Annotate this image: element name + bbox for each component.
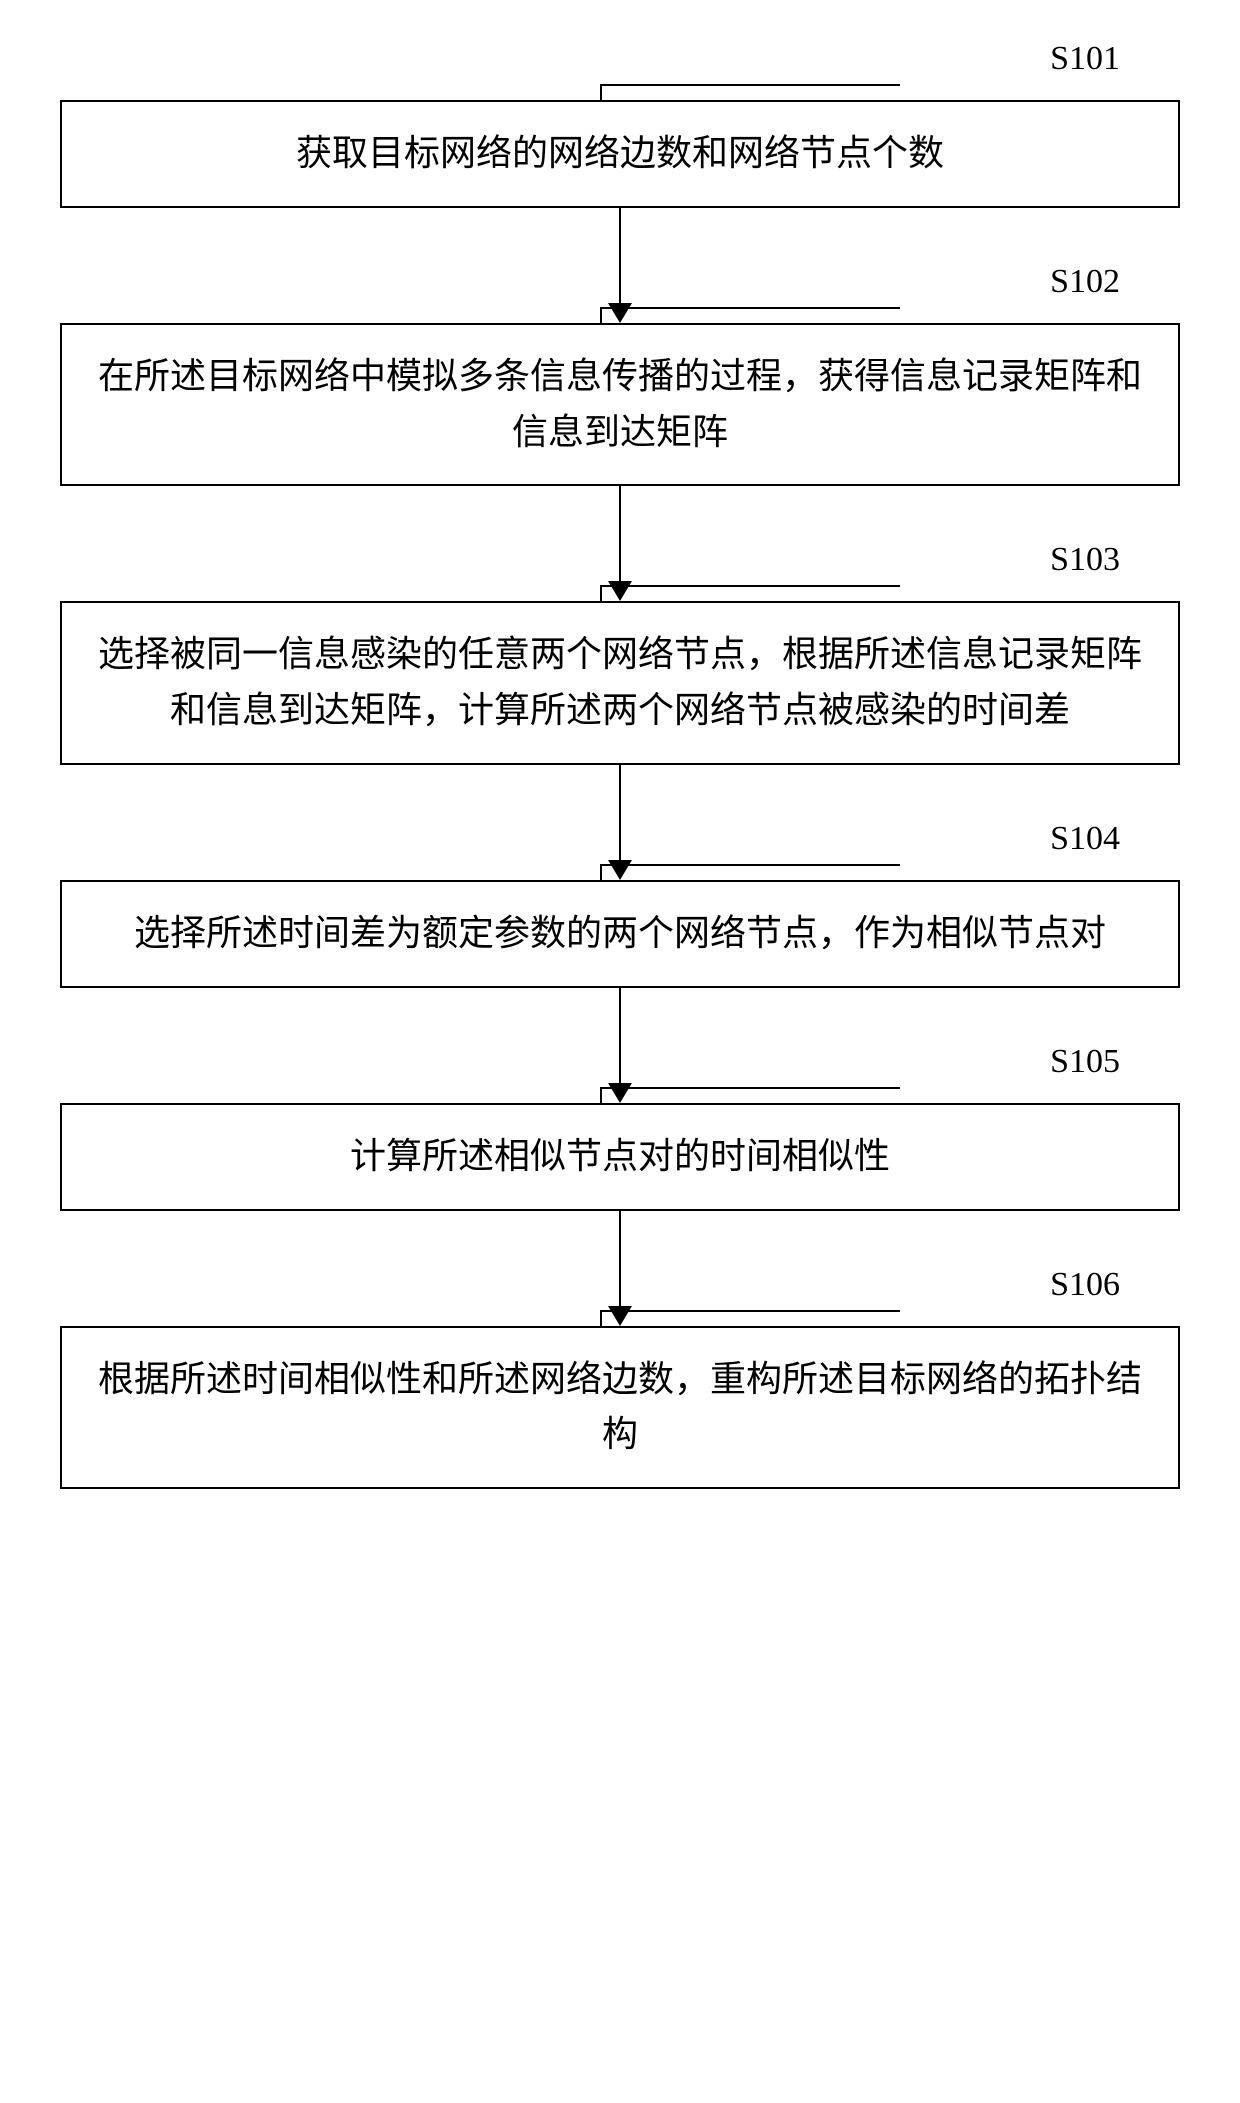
label-tick-mark bbox=[600, 1087, 900, 1103]
step-s105: S105 计算所述相似节点对的时间相似性 bbox=[60, 1043, 1180, 1211]
step-label-line: S101 bbox=[60, 40, 1180, 100]
step-box: 选择所述时间差为额定参数的两个网络节点，作为相似节点对 bbox=[60, 880, 1180, 988]
arrow-connector bbox=[608, 765, 632, 880]
step-box: 获取目标网络的网络边数和网络节点个数 bbox=[60, 100, 1180, 208]
step-box: 计算所述相似节点对的时间相似性 bbox=[60, 1103, 1180, 1211]
step-id-label: S104 bbox=[1050, 820, 1120, 858]
step-box: 在所述目标网络中模拟多条信息传播的过程，获得信息记录矩阵和信息到达矩阵 bbox=[60, 323, 1180, 487]
step-id-label: S103 bbox=[1050, 541, 1120, 579]
label-tick-mark bbox=[600, 84, 900, 100]
flowchart-container: S101 获取目标网络的网络边数和网络节点个数 S102 在所述目标网络中模拟多… bbox=[60, 40, 1180, 1489]
label-tick-mark bbox=[600, 307, 900, 323]
arrow-connector bbox=[608, 988, 632, 1103]
step-s103: S103 选择被同一信息感染的任意两个网络节点，根据所述信息记录矩阵和信息到达矩… bbox=[60, 541, 1180, 765]
step-box: 选择被同一信息感染的任意两个网络节点，根据所述信息记录矩阵和信息到达矩阵，计算所… bbox=[60, 601, 1180, 765]
arrow-connector bbox=[608, 208, 632, 323]
arrow-connector bbox=[608, 1211, 632, 1326]
step-box: 根据所述时间相似性和所述网络边数，重构所述目标网络的拓扑结构 bbox=[60, 1326, 1180, 1490]
label-tick-mark bbox=[600, 1310, 900, 1326]
step-s106: S106 根据所述时间相似性和所述网络边数，重构所述目标网络的拓扑结构 bbox=[60, 1266, 1180, 1490]
arrow-connector bbox=[608, 486, 632, 601]
step-s101: S101 获取目标网络的网络边数和网络节点个数 bbox=[60, 40, 1180, 208]
step-id-label: S101 bbox=[1050, 40, 1120, 78]
step-id-label: S106 bbox=[1050, 1266, 1120, 1304]
step-s102: S102 在所述目标网络中模拟多条信息传播的过程，获得信息记录矩阵和信息到达矩阵 bbox=[60, 263, 1180, 487]
step-id-label: S105 bbox=[1050, 1043, 1120, 1081]
label-tick-mark bbox=[600, 864, 900, 880]
label-tick-mark bbox=[600, 585, 900, 601]
step-s104: S104 选择所述时间差为额定参数的两个网络节点，作为相似节点对 bbox=[60, 820, 1180, 988]
step-id-label: S102 bbox=[1050, 263, 1120, 301]
